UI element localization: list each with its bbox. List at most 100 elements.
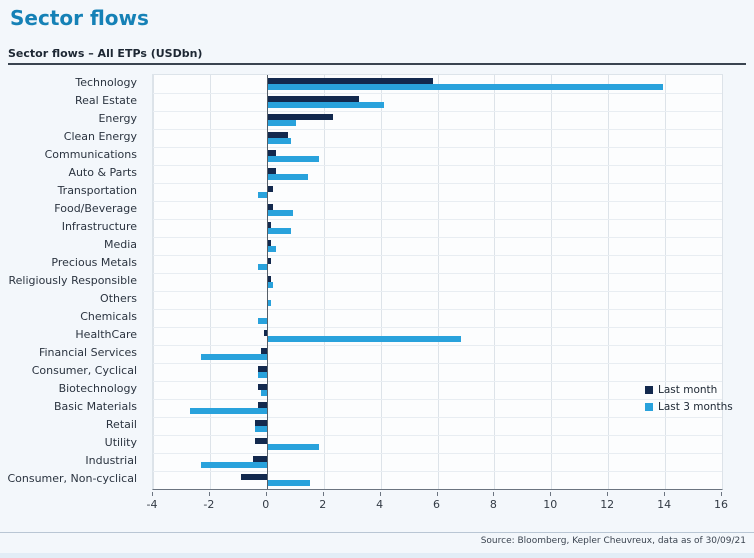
- bar-last-3-months: [258, 192, 267, 198]
- category-label: Transportation: [57, 184, 137, 197]
- bar-last-3-months: [267, 156, 319, 162]
- row-separator: [153, 237, 722, 238]
- bar-last-month: [258, 365, 267, 372]
- row-separator: [153, 111, 722, 112]
- category-label: Technology: [75, 76, 137, 89]
- category-label: Infrastructure: [61, 220, 137, 233]
- footer-divider: [0, 532, 754, 533]
- category-label: Precious Metals: [51, 256, 137, 269]
- bar-last-month: [258, 401, 267, 408]
- row-separator: [153, 327, 722, 328]
- bar-last-month: [261, 347, 267, 354]
- category-label: Consumer, Non-cyclical: [7, 472, 137, 485]
- bar-last-month: [241, 473, 267, 480]
- bar-last-3-months: [258, 318, 267, 324]
- row-separator: [153, 381, 722, 382]
- row-separator: [153, 129, 722, 130]
- x-axis-tick-label: 6: [433, 498, 440, 511]
- chart-section-header: Sector flows – All ETPs (USDbn): [8, 46, 746, 65]
- row-separator: [153, 147, 722, 148]
- zero-axis-line: [266, 75, 268, 489]
- row-separator: [153, 435, 722, 436]
- bar-last-month: [267, 221, 271, 228]
- row-separator: [153, 417, 722, 418]
- legend-swatch-icon: [645, 402, 653, 411]
- gridline: [153, 75, 154, 489]
- category-label: Energy: [98, 112, 137, 125]
- bar-last-3-months: [267, 174, 308, 180]
- row-separator: [153, 291, 722, 292]
- bar-last-month: [267, 131, 288, 138]
- y-axis-labels: Technology Real Estate Energy Clean Energy C…: [0, 74, 145, 490]
- category-label: Clean Energy: [63, 130, 137, 143]
- x-axis-tick: [436, 492, 438, 496]
- legend-item: Last month: [645, 381, 733, 398]
- x-axis-tick-label: -4: [146, 498, 158, 511]
- x-axis-tick-label: 12: [600, 498, 615, 511]
- gridline: [665, 75, 667, 489]
- row-separator: [153, 219, 722, 220]
- category-label: Religiously Responsible: [8, 274, 138, 287]
- x-axis-tick: [152, 492, 153, 496]
- bar-last-3-months: [267, 138, 291, 144]
- bottom-accent-band: [0, 553, 754, 558]
- category-label: Auto & Parts: [68, 166, 137, 179]
- bar-last-3-months: [267, 444, 319, 450]
- gridline: [494, 75, 496, 489]
- page-title: Sector flows: [10, 6, 149, 30]
- bar-last-3-months: [267, 282, 274, 288]
- gridline: [437, 75, 439, 489]
- bar-last-3-months: [267, 210, 294, 216]
- row-separator: [153, 453, 722, 454]
- x-axis-tick-label: 10: [543, 498, 558, 511]
- bar-last-3-months: [258, 372, 267, 378]
- bar-last-month: [258, 383, 267, 390]
- category-label: Financial Services: [38, 346, 137, 359]
- x-axis-tick-label: 14: [657, 498, 672, 511]
- x-axis-tick: [664, 492, 666, 496]
- bar-last-month: [267, 257, 271, 264]
- x-axis-tick: [493, 492, 495, 496]
- bar-last-3-months: [189, 408, 267, 414]
- bar-last-3-months: [267, 102, 385, 108]
- row-separator: [153, 273, 722, 274]
- bar-last-month: [267, 239, 271, 246]
- bar-last-3-months: [267, 300, 271, 306]
- bar-last-month: [267, 95, 359, 102]
- bar-last-3-months: [261, 390, 267, 396]
- bar-last-3-months: [267, 246, 277, 252]
- source-note: Source: Bloomberg, Kepler Cheuvreux, dat…: [480, 536, 746, 546]
- gridline: [323, 75, 325, 489]
- chart-title: Sector flows – All ETPs (USDbn): [8, 47, 203, 60]
- row-separator: [153, 93, 722, 94]
- bar-last-3-months: [267, 120, 297, 126]
- category-label: Others: [100, 292, 137, 305]
- row-separator: [153, 309, 722, 310]
- row-separator: [153, 471, 722, 472]
- gridline: [722, 75, 723, 489]
- row-separator: [153, 363, 722, 364]
- bar-last-3-months: [258, 264, 267, 270]
- bar-last-3-months: [267, 84, 664, 90]
- category-label: Industrial: [85, 454, 137, 467]
- row-separator: [153, 345, 722, 346]
- bar-last-month: [267, 203, 274, 210]
- bar-last-3-months: [201, 462, 267, 468]
- bar-last-month: [252, 455, 267, 462]
- x-axis-tick-label: 8: [489, 498, 497, 511]
- category-label: Biotechnology: [58, 382, 137, 395]
- x-axis-tick-label: 16: [714, 498, 728, 511]
- category-label: Chemicals: [80, 310, 137, 323]
- gridline: [551, 75, 553, 489]
- category-label: Basic Materials: [53, 400, 137, 413]
- gridline: [209, 75, 211, 489]
- x-axis-tick: [550, 492, 552, 496]
- gridline: [380, 75, 382, 489]
- category-label: Real Estate: [74, 94, 137, 107]
- category-label: HealthCare: [75, 328, 137, 341]
- legend-label: Last month: [658, 383, 718, 396]
- bar-last-month: [255, 437, 267, 444]
- category-label: Media: [103, 238, 137, 251]
- x-axis-tick: [379, 492, 381, 496]
- row-separator: [153, 201, 722, 202]
